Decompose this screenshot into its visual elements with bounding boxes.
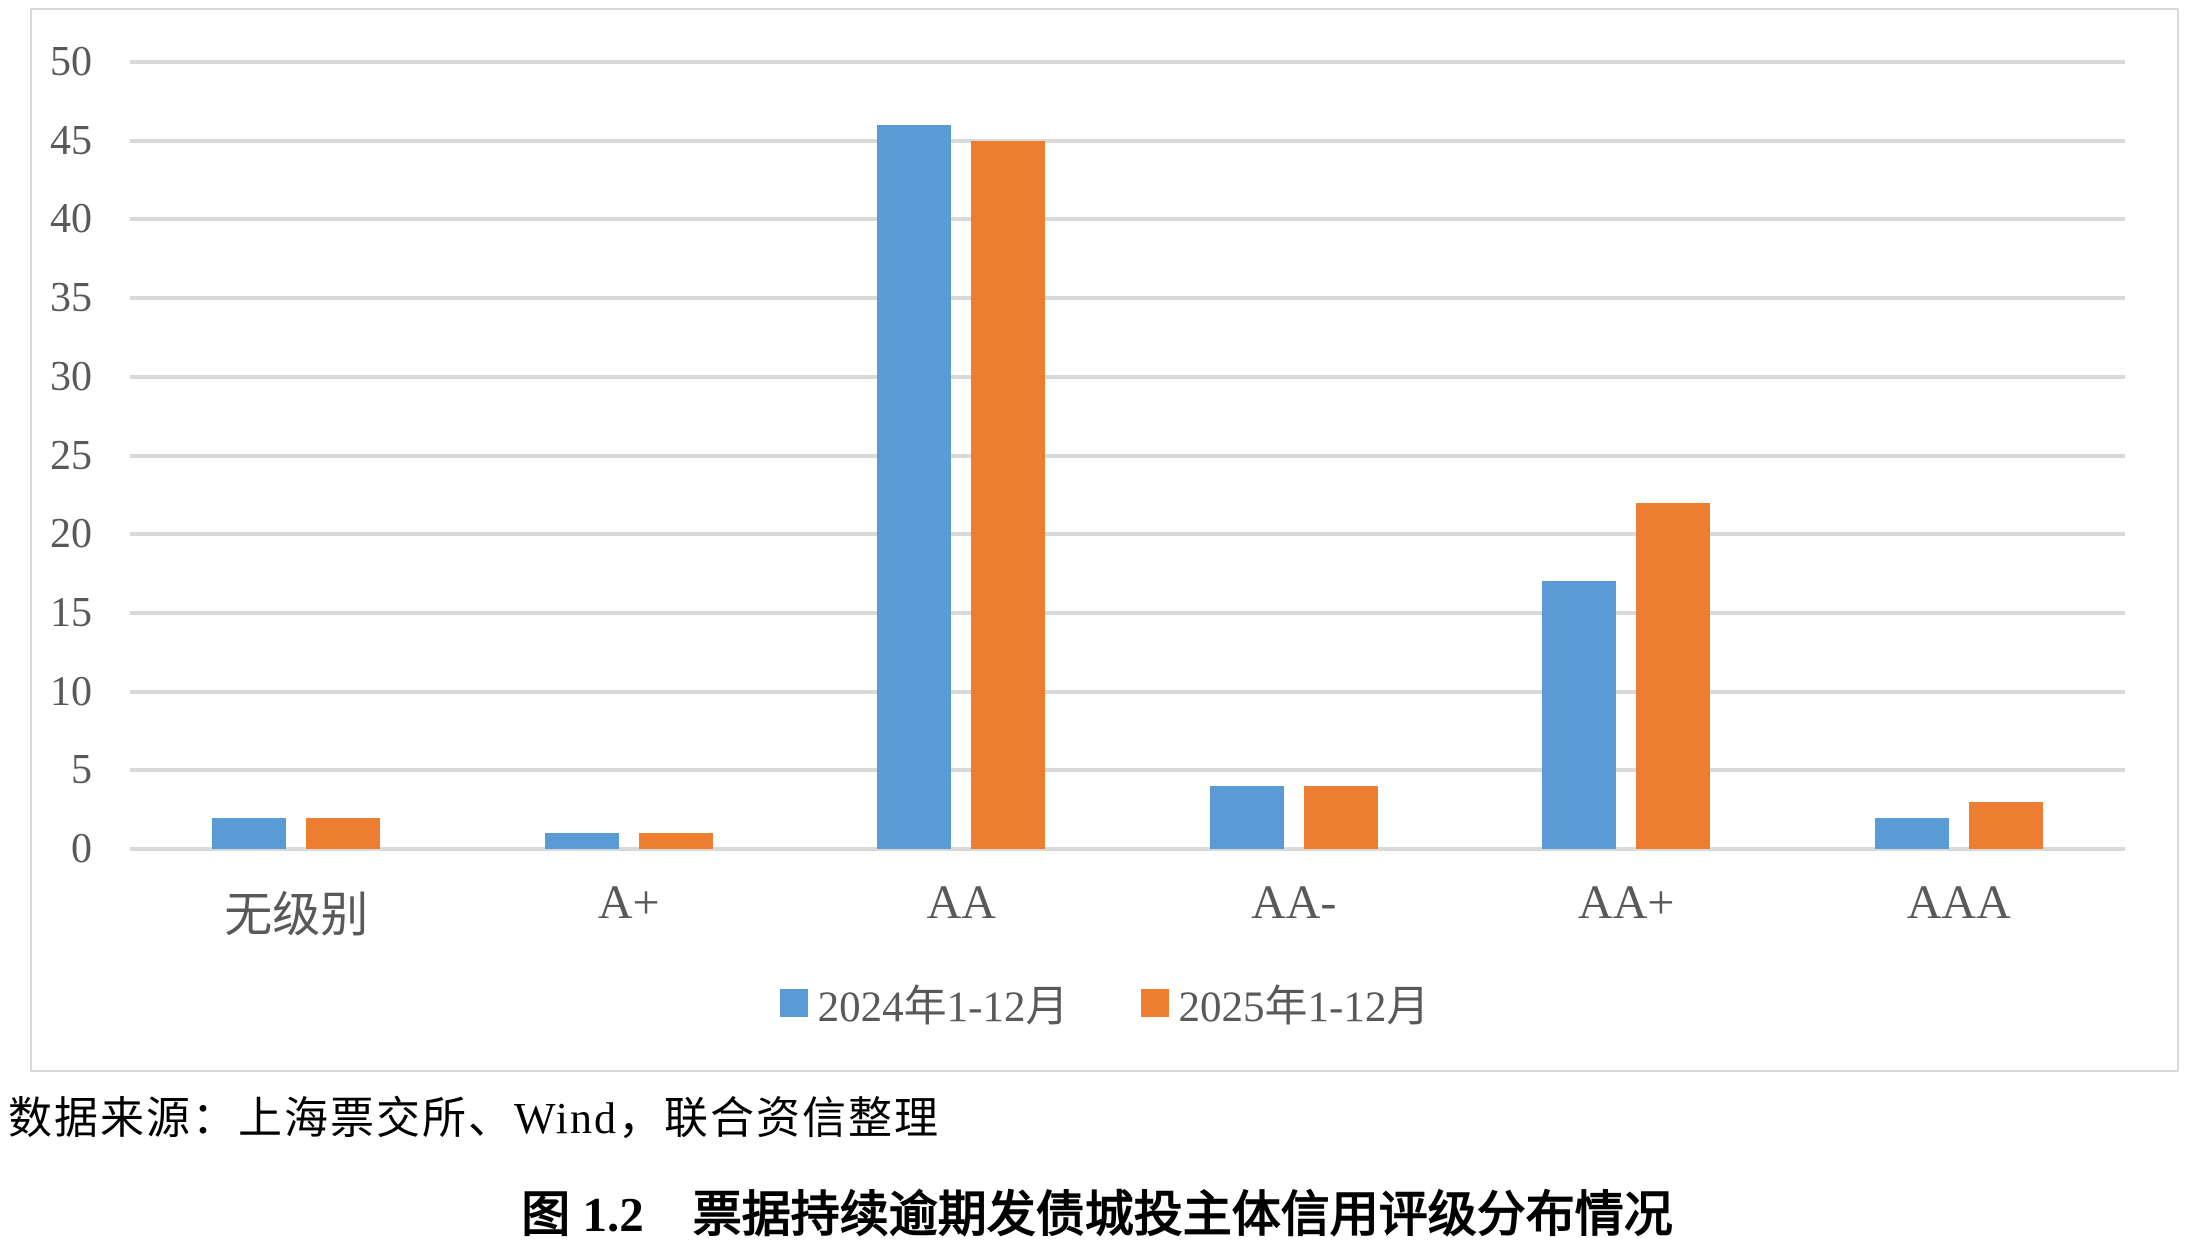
- gridline-30: [130, 374, 2125, 379]
- bar-chart: 0 5 10 15 20 25 30 35 40 45 50 无级别 A+ AA AA- AA+ AAA 20…: [30, 8, 2179, 1072]
- figure-caption: 图 1.2 票据持续逾期发债城投主体信用评级分布情况: [521, 1187, 1673, 1242]
- bar-2025年1-12月-AAA: [1968, 801, 2043, 849]
- gridline-0: [130, 847, 2125, 851]
- bar-2025年1-12月-AA+: [1636, 502, 1711, 849]
- x-tick-label-无级别: 无级别: [224, 889, 369, 942]
- bar-2025年1-12月-A+: [638, 833, 713, 849]
- x-axis-labels: 无级别 A+ AA AA- AA+ AAA: [130, 875, 2125, 945]
- bar-2025年1-12月-无级别: [306, 817, 381, 849]
- bar-2024年1-12月-AA+: [1542, 581, 1617, 849]
- category-band-AA: [795, 62, 1128, 849]
- gridline-10: [130, 689, 2125, 694]
- gridline-35: [130, 296, 2125, 301]
- legend-swatch-2024: [779, 989, 808, 1017]
- bar-2024年1-12月-AA-: [1209, 786, 1284, 849]
- gridline-25: [130, 453, 2125, 458]
- y-tick-label-40: 40: [50, 196, 92, 243]
- y-tick-label-15: 15: [50, 589, 92, 636]
- x-tick-label-AA+: AA+: [1578, 876, 1675, 929]
- x-tick-label-AA: AA: [926, 876, 996, 929]
- plot-area: 0 5 10 15 20 25 30 35 40 45 50 无级别 A+ AA AA- AA+ AAA: [50, 39, 2125, 942]
- y-tick-label-45: 45: [50, 117, 92, 164]
- bar-2024年1-12月-AA: [877, 124, 952, 849]
- bar-groups: [130, 62, 2125, 849]
- y-tick-label-30: 30: [50, 353, 92, 400]
- gridline-20: [130, 532, 2125, 537]
- x-tick-label-AA-: AA-: [1251, 876, 1337, 929]
- bar-2024年1-12月-AAA: [1874, 817, 1949, 849]
- gridline-15: [130, 610, 2125, 615]
- x-tick-label-A+: A+: [597, 876, 660, 929]
- category-band-AAA: [1793, 62, 2126, 849]
- category-band-A+: [463, 62, 796, 849]
- source-note: 数据来源：上海票交所、Wind，联合资信整理: [8, 1094, 940, 1143]
- category-band-无级别: [130, 62, 463, 849]
- bar-2025年1-12月-AA: [971, 140, 1046, 849]
- gridline-5: [130, 768, 2125, 773]
- x-tick-label-AAA: AAA: [1906, 876, 2011, 929]
- category-band-AA+: [1460, 62, 1793, 849]
- legend-label-2024: 2024年1-12月: [817, 984, 1069, 1031]
- bar-2024年1-12月-无级别: [212, 817, 287, 849]
- legend-label-2025: 2025年1-12月: [1178, 984, 1430, 1031]
- legend-swatch-2025: [1140, 989, 1169, 1017]
- legend-item-2024: 2024年1-12月: [779, 972, 1069, 1034]
- bar-2025年1-12月-AA-: [1303, 786, 1378, 849]
- gridline-40: [130, 217, 2125, 222]
- gridline-45: [130, 138, 2125, 143]
- y-tick-label-20: 20: [50, 511, 92, 558]
- y-tick-label-50: 50: [50, 39, 92, 85]
- gridline-50: [130, 60, 2125, 64]
- y-tick-label-35: 35: [50, 275, 92, 322]
- legend: 2024年1-12月 2025年1-12月: [32, 972, 2177, 1034]
- bar-2024年1-12月-A+: [544, 833, 619, 849]
- category-band-AA-: [1128, 62, 1461, 849]
- y-tick-label-10: 10: [50, 668, 92, 715]
- legend-item-2025: 2025年1-12月: [1140, 972, 1430, 1034]
- y-tick-label-25: 25: [50, 432, 92, 479]
- y-tick-label-0: 0: [71, 826, 92, 872]
- y-tick-label-5: 5: [71, 747, 92, 794]
